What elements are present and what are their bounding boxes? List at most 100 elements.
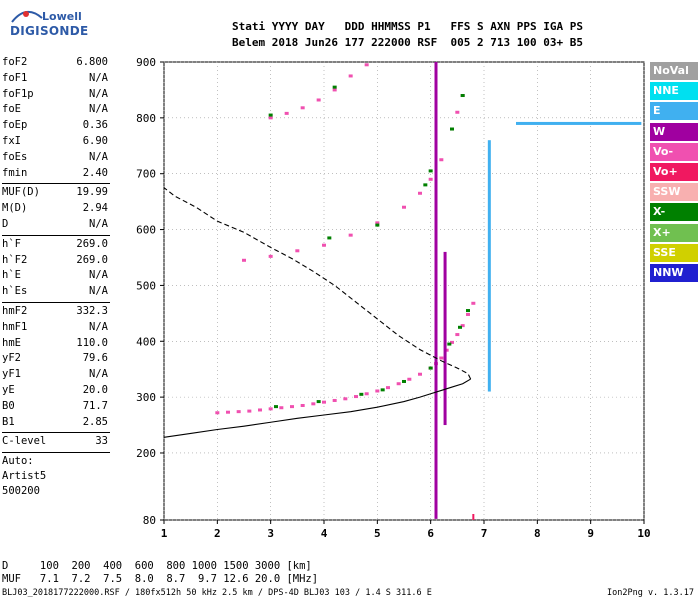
logo-line1: Lowell xyxy=(42,10,82,23)
param-value: 6.800 xyxy=(76,56,108,68)
echo-point xyxy=(279,406,284,410)
logo-line2: DIGISONDE xyxy=(10,24,89,38)
param-value: 71.7 xyxy=(82,399,108,412)
legend-item: Vo- xyxy=(650,142,698,161)
echo-point xyxy=(423,183,428,187)
param-name: C-level xyxy=(2,435,47,448)
legend-item: SSW xyxy=(650,183,698,202)
param-name: foF2 xyxy=(2,56,28,68)
vertical-echo-trace xyxy=(487,140,491,392)
y-tick-label: 800 xyxy=(136,112,156,125)
echo-point xyxy=(247,409,252,413)
echo-point xyxy=(322,243,326,247)
software-version: Ion2Png v. 1.3.17 xyxy=(607,588,694,598)
echo-point xyxy=(439,356,444,360)
echo-point xyxy=(466,312,470,316)
param-row: foEp 0.36 xyxy=(0,119,112,135)
echo-point xyxy=(236,410,241,414)
echo-point xyxy=(284,111,289,115)
echo-point xyxy=(348,233,353,237)
param-name: foEp xyxy=(2,119,28,132)
param-name: h`F2 xyxy=(2,253,28,266)
legend-item: SSE xyxy=(650,243,698,262)
param-name: D xyxy=(2,217,9,230)
echo-point xyxy=(268,407,273,411)
param-name: MUF(D) xyxy=(2,186,40,199)
echo-point xyxy=(380,388,385,392)
echo-point xyxy=(407,377,412,381)
echo-point xyxy=(439,158,444,162)
y-tick-label: 600 xyxy=(136,224,156,237)
echo-point xyxy=(428,169,433,173)
param-name: M(D) xyxy=(2,202,28,215)
param-value: N/A xyxy=(89,103,108,116)
param-value: 19.99 xyxy=(76,186,108,199)
param-group-c-level: C-level 33 xyxy=(0,435,112,451)
x-tick-label: 8 xyxy=(534,527,541,540)
auto-label: Auto: xyxy=(2,455,34,468)
param-row: yF1 N/A xyxy=(0,368,112,384)
electron-density-profile xyxy=(163,378,471,438)
auto-scaler-version: 500200 xyxy=(2,485,40,498)
param-name: h`F xyxy=(2,237,21,250)
x-tick-label: 10 xyxy=(637,527,650,540)
echo-point xyxy=(447,342,452,346)
param-row: fmin 2.40 xyxy=(0,167,112,183)
legend-item: NNE xyxy=(650,82,698,101)
param-name: hmF1 xyxy=(2,320,28,333)
echo-point xyxy=(268,254,273,258)
param-divider xyxy=(2,452,110,454)
param-row: B0 71.7 xyxy=(0,400,112,416)
echo-point xyxy=(316,98,321,102)
echo-point xyxy=(444,348,449,352)
param-value: N/A xyxy=(89,269,108,282)
echo-point xyxy=(455,333,460,337)
echo-point xyxy=(348,74,353,78)
echo-point xyxy=(364,63,369,67)
param-value: 2.85 xyxy=(82,415,108,428)
param-group-profile: hmF2 332.3 hmF1 N/A hmE 110.0 yF2 79.6 yF1 N/A yE 2… xyxy=(0,305,112,431)
echo-point xyxy=(242,258,246,262)
legend-item: NoVal xyxy=(650,62,698,80)
echo-point xyxy=(332,85,337,89)
echo-point xyxy=(428,177,433,181)
logo-arc-icon xyxy=(11,11,43,23)
param-row: yF2 79.6 xyxy=(0,352,112,368)
x-tick-label: 6 xyxy=(427,527,434,540)
param-name: yF2 xyxy=(2,352,21,365)
param-name: foEs xyxy=(2,150,28,163)
plot-frame xyxy=(163,61,645,521)
param-group-critical-frequencies: foF2 6.800 foF1 N/A foF1p N/A foE N/A foEp 0.36 fx… xyxy=(0,56,112,182)
param-row: MUF(D) 19.99 xyxy=(0,186,112,202)
param-value: N/A xyxy=(89,368,108,381)
param-value: N/A xyxy=(89,71,108,84)
echo-point xyxy=(332,88,337,92)
echo-point xyxy=(226,410,230,414)
echo-point xyxy=(396,382,401,386)
echo-point xyxy=(359,392,364,396)
param-name: B1 xyxy=(2,415,15,428)
param-name: yF1 xyxy=(2,368,21,381)
x-tick-label: 3 xyxy=(267,527,274,540)
y-tick-label: 80 xyxy=(143,514,156,527)
param-name: B0 xyxy=(2,399,15,412)
param-row: foF2 6.800 xyxy=(0,56,112,72)
param-value: 6.90 xyxy=(82,134,108,147)
echo-point xyxy=(332,398,337,402)
param-value: 2.40 xyxy=(82,166,108,179)
y-tick-label: 200 xyxy=(136,447,156,460)
echo-point xyxy=(311,402,316,406)
echo-point xyxy=(386,386,390,390)
param-value: 79.6 xyxy=(82,352,108,365)
distance-row: D 100 200 400 600 800 1000 1500 3000 [km… xyxy=(2,560,312,572)
echo-point xyxy=(300,404,305,407)
param-value: N/A xyxy=(89,217,108,230)
param-row: hmE 110.0 xyxy=(0,337,112,353)
y-tick-label: 900 xyxy=(136,56,156,69)
param-name: yE xyxy=(2,383,15,396)
param-group-virtual-heights: h`F 269.0 h`F2 269.0 h`E N/A h`Es N/A xyxy=(0,238,112,301)
y-tick-label: 300 xyxy=(136,391,156,404)
echo-point xyxy=(466,309,470,313)
x-tick-label: 4 xyxy=(321,527,328,540)
